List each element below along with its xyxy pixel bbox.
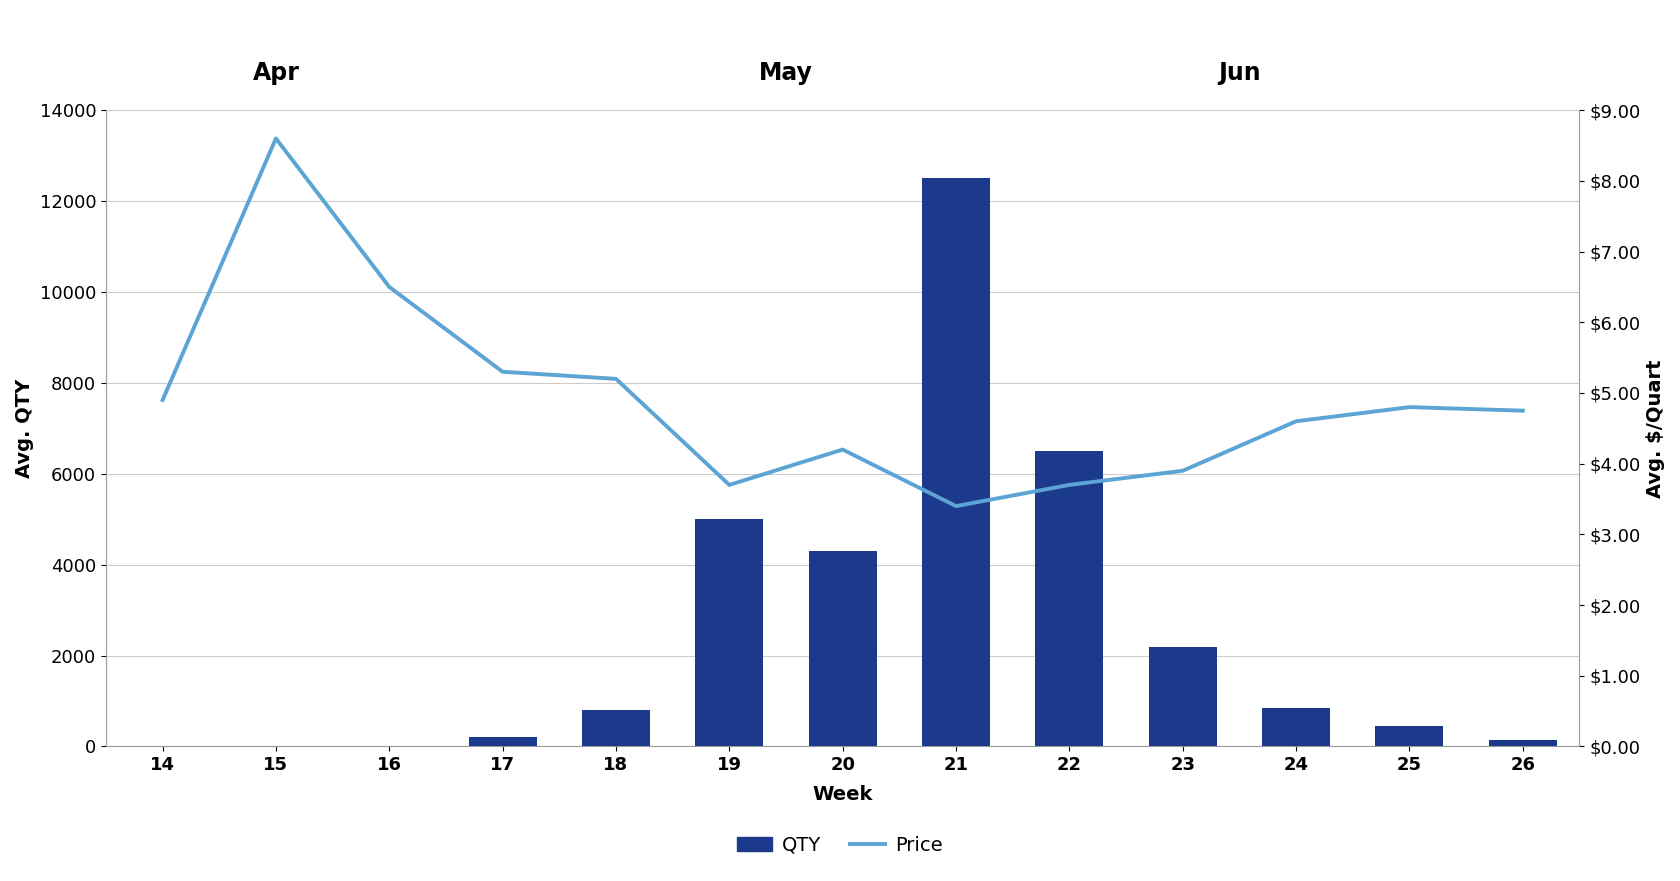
Price <box>946 500 966 511</box>
Price <box>1173 465 1193 476</box>
Bar <box>696 519 763 746</box>
Line: Price: Price <box>163 138 1522 506</box>
Bar <box>1149 647 1216 746</box>
Price <box>1285 416 1305 426</box>
Bar <box>922 178 990 746</box>
Price <box>265 133 286 144</box>
Text: Jun: Jun <box>1218 61 1260 85</box>
Legend: QTY, Price: QTY, Price <box>729 828 951 862</box>
X-axis label: Week: Week <box>813 785 874 804</box>
Price <box>380 282 400 292</box>
Bar <box>581 710 650 746</box>
Bar <box>1488 740 1557 746</box>
Price <box>606 374 627 384</box>
Bar <box>469 737 536 746</box>
Bar <box>1376 726 1443 746</box>
Price <box>492 366 512 377</box>
Text: May: May <box>759 61 813 85</box>
Y-axis label: Avg. $/Quart: Avg. $/Quart <box>1646 359 1665 498</box>
Price <box>719 479 739 490</box>
Price <box>1512 405 1532 416</box>
Bar <box>808 551 877 746</box>
Text: Apr: Apr <box>252 61 299 85</box>
Price <box>1399 402 1420 412</box>
Y-axis label: Avg. QTY: Avg. QTY <box>15 379 34 478</box>
Price <box>1060 479 1080 490</box>
Price <box>833 444 853 455</box>
Bar <box>1262 707 1331 746</box>
Price <box>153 395 173 405</box>
Bar <box>1035 451 1104 746</box>
